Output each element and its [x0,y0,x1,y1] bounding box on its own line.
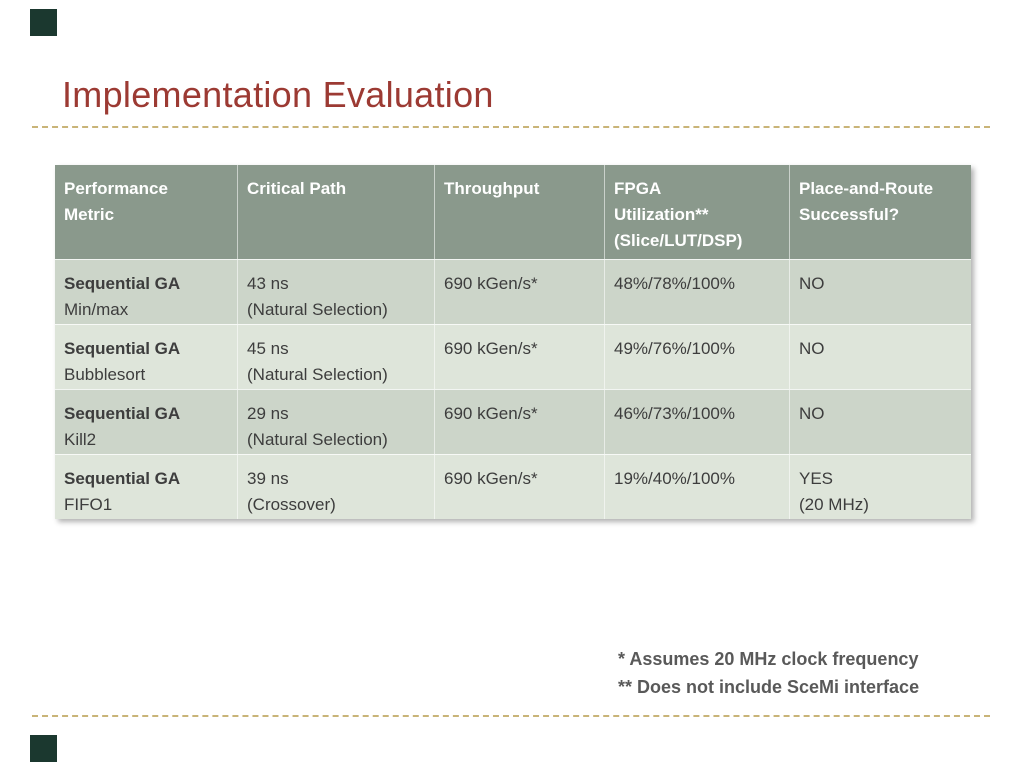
header-line: Metric [64,205,115,224]
bottom-divider [32,715,990,717]
title-divider [32,126,990,128]
cell-throughput: 690 kGen/s* [434,390,604,454]
cell-fpga-utilization: 48%/78%/100% [604,260,789,324]
cell-metric: Sequential GA Kill2 [55,390,237,454]
header-line: Utilization** [614,205,709,224]
cell-critical-path: 45 ns (Natural Selection) [237,325,434,389]
cell-critical-path: 29 ns (Natural Selection) [237,390,434,454]
critical-path-value: 39 ns [247,469,289,488]
critical-path-method: (Crossover) [247,495,336,514]
metric-name: Sequential GA [64,469,181,488]
header-place-and-route: Place-and-Route Successful? [789,165,971,259]
table-row: Sequential GA Kill2 29 ns (Natural Selec… [55,389,971,454]
header-throughput: Throughput [434,165,604,259]
header-line: Performance [64,179,168,198]
par-value: NO [799,339,825,358]
cell-critical-path: 43 ns (Natural Selection) [237,260,434,324]
header-fpga-utilization: FPGA Utilization** (Slice/LUT/DSP) [604,165,789,259]
metric-variant: FIFO1 [64,495,113,514]
metric-name: Sequential GA [64,339,181,358]
table-row: Sequential GA Bubblesort 45 ns (Natural … [55,324,971,389]
cell-place-and-route: NO [789,390,971,454]
header-critical-path: Critical Path [237,165,434,259]
footnote-scemi-interface: ** Does not include SceMi interface [618,677,920,697]
critical-path-method: (Natural Selection) [247,300,388,319]
par-value: YES [799,469,834,488]
slide-title: Implementation Evaluation [62,74,494,115]
header-line: (Slice/LUT/DSP) [614,231,743,250]
metric-variant: Bubblesort [64,365,146,384]
metric-variant: Kill2 [64,430,97,449]
header-line: Throughput [444,179,540,198]
cell-throughput: 690 kGen/s* [434,325,604,389]
metric-name: Sequential GA [64,274,181,293]
metric-variant: Min/max [64,300,129,319]
cell-throughput: 690 kGen/s* [434,260,604,324]
header-performance-metric: Performance Metric [55,165,237,259]
critical-path-value: 43 ns [247,274,289,293]
cell-throughput: 690 kGen/s* [434,455,604,519]
table-row: Sequential GA Min/max 43 ns (Natural Sel… [55,259,971,324]
table-header-row: Performance Metric Critical Path Through… [55,165,971,259]
footnote-clock-frequency: * Assumes 20 MHz clock frequency [618,649,919,669]
cell-metric: Sequential GA Min/max [55,260,237,324]
critical-path-value: 45 ns [247,339,289,358]
header-line: Place-and-Route [799,179,934,198]
cell-critical-path: 39 ns (Crossover) [237,455,434,519]
corner-marker-bottom [30,735,57,762]
critical-path-value: 29 ns [247,404,289,423]
footnotes: * Assumes 20 MHz clock frequency ** Does… [618,645,919,701]
table-row: Sequential GA FIFO1 39 ns (Crossover) 69… [55,454,971,519]
cell-fpga-utilization: 19%/40%/100% [604,455,789,519]
cell-metric: Sequential GA Bubblesort [55,325,237,389]
cell-place-and-route: NO [789,260,971,324]
cell-place-and-route: YES (20 MHz) [789,455,971,519]
cell-metric: Sequential GA FIFO1 [55,455,237,519]
header-line: Critical Path [247,179,347,198]
corner-marker-top [30,9,57,36]
header-line: FPGA [614,179,662,198]
metric-name: Sequential GA [64,404,181,423]
cell-fpga-utilization: 49%/76%/100% [604,325,789,389]
cell-place-and-route: NO [789,325,971,389]
results-table: Performance Metric Critical Path Through… [55,165,971,519]
critical-path-method: (Natural Selection) [247,365,388,384]
header-line: Successful? [799,205,900,224]
par-note: (20 MHz) [799,495,869,514]
cell-fpga-utilization: 46%/73%/100% [604,390,789,454]
par-value: NO [799,404,825,423]
critical-path-method: (Natural Selection) [247,430,388,449]
par-value: NO [799,274,825,293]
